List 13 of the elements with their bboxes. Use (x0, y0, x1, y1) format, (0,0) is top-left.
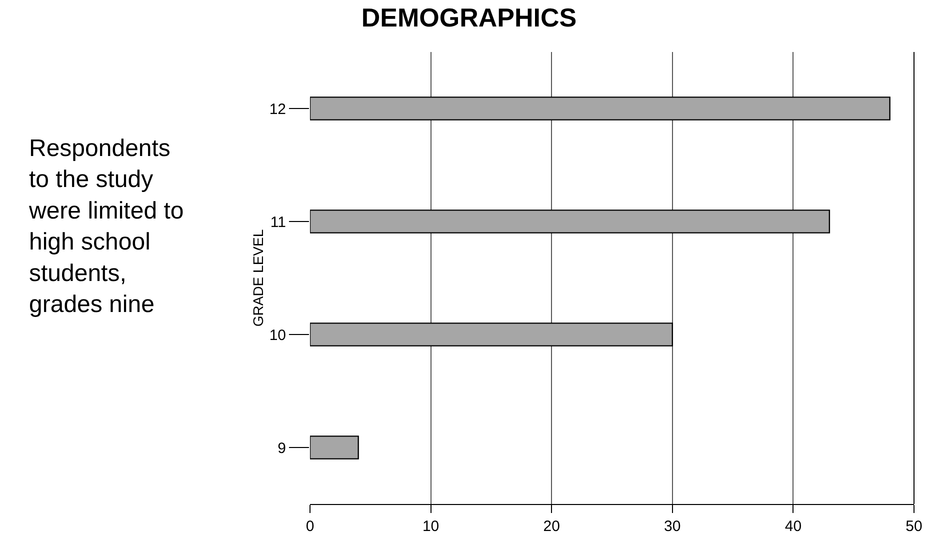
x-tick-label: 0 (306, 518, 314, 535)
text: Respondents to the study were limited to high school students, grades nine (28, 135, 184, 318)
chart-title: DEMOGRAPHICS (361, 2, 577, 32)
x-tick-label: 10 (422, 518, 440, 535)
x-tick-label: 50 (906, 518, 922, 535)
x-tick-label: 20 (543, 518, 560, 535)
x-tick-label: 30 (664, 518, 681, 535)
y-tick-label: 9 (278, 440, 286, 457)
y-axis-title: GRADE LEVEL (250, 229, 266, 327)
y-tick-label: 12 (269, 100, 286, 118)
y-tick-label: 11 (270, 214, 286, 231)
x-tick-label: 40 (784, 518, 802, 535)
y-tick-label: 10 (269, 326, 286, 344)
